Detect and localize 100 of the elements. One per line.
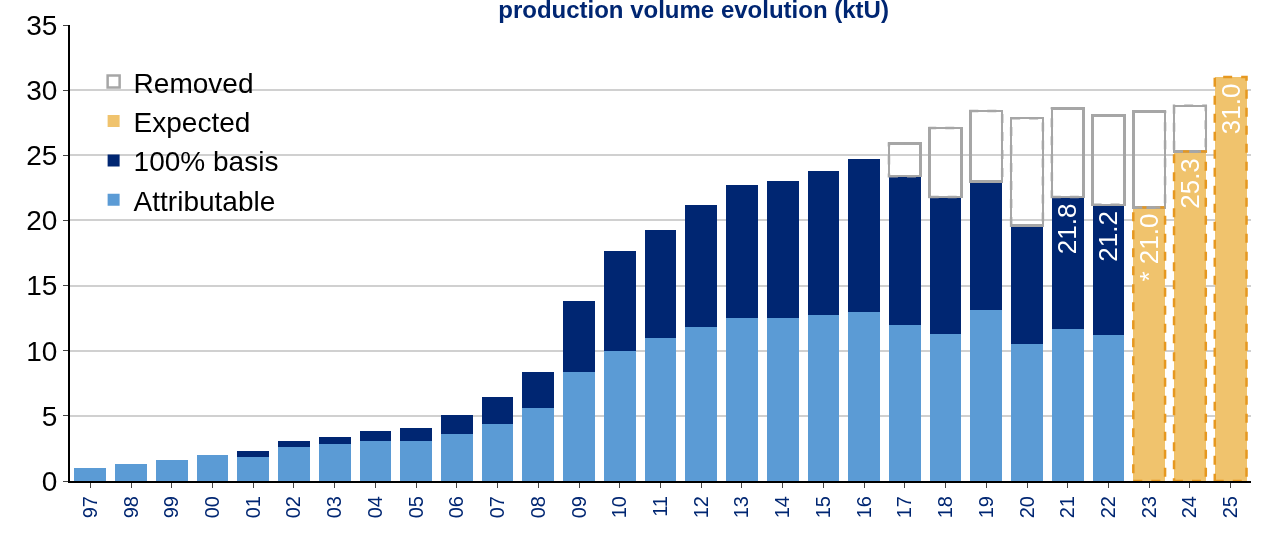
x-tick-label: 08 (526, 496, 549, 519)
annotation: 25.3 (1175, 158, 1206, 209)
bar (522, 372, 555, 409)
annotation: 21.2 (1093, 211, 1124, 262)
bar (481, 424, 514, 481)
bar (1132, 110, 1167, 209)
x-tick-label: 14 (771, 496, 794, 519)
bar (1050, 107, 1085, 199)
bar (888, 325, 921, 481)
bar (400, 427, 433, 442)
bar (603, 251, 636, 351)
bar (685, 204, 718, 328)
bar (1092, 335, 1125, 481)
bar (1011, 225, 1043, 345)
bar (74, 467, 107, 481)
bar (766, 181, 799, 319)
y-tick-label: 25 (26, 140, 58, 172)
x-tick-label: 20 (1015, 496, 1038, 519)
x-tick-label: 02 (282, 496, 305, 519)
y-tick-label: 20 (26, 205, 58, 237)
x-tick-label: 01 (241, 496, 264, 519)
bar (1011, 344, 1043, 481)
annotation: * 21.0 (1133, 213, 1164, 282)
x-tick-label: 03 (323, 496, 346, 519)
y-tick-label: 5 (41, 400, 58, 432)
bar (969, 109, 1004, 183)
chart-title: production volume evolution (ktU) (498, 0, 889, 23)
x-tick-label: 18 (934, 496, 957, 519)
y-tick-label: 15 (26, 270, 58, 302)
bar (155, 460, 188, 481)
bar (644, 338, 677, 481)
bar (522, 408, 555, 481)
bar (359, 441, 392, 481)
x-tick-label: 11 (649, 496, 671, 517)
x-tick-label: 97 (78, 496, 101, 519)
x-tick-label: 04 (363, 496, 386, 519)
x-tick-label: 22 (1096, 496, 1119, 519)
bar (237, 456, 270, 481)
bar (644, 229, 677, 339)
bar (563, 372, 595, 481)
x-tick-label: 23 (1137, 496, 1160, 519)
x-tick-label: 00 (201, 496, 224, 519)
bar (929, 196, 962, 334)
bar (441, 414, 473, 435)
bar (278, 441, 310, 448)
bar (848, 311, 880, 481)
x-tick-label: 16 (852, 496, 875, 519)
x-tick-label: 06 (445, 496, 468, 519)
x-tick-label: 05 (404, 496, 427, 519)
bar (196, 454, 229, 481)
x-tick-label: 24 (1178, 496, 1201, 519)
bar (807, 314, 840, 481)
annotation: 21.8 (1052, 203, 1083, 255)
x-tick-label: 07 (486, 496, 509, 519)
x-tick-label: 15 (811, 496, 834, 519)
bar (726, 185, 758, 319)
x-tick-label: 12 (689, 496, 712, 519)
legend-label: Expected (133, 106, 251, 138)
bar (1172, 104, 1208, 153)
legend-label: 100% basis (133, 146, 279, 178)
bar (1051, 328, 1084, 481)
x-tick-label: 09 (567, 496, 590, 519)
bar (278, 447, 310, 481)
bar (441, 434, 473, 481)
bar (726, 318, 758, 481)
x-tick-label: 21 (1056, 496, 1079, 519)
bar (481, 396, 514, 425)
legend-label: Attributable (133, 185, 276, 217)
bar (929, 333, 962, 481)
bar (685, 327, 718, 481)
bar (1051, 196, 1084, 329)
y-tick-label: 0 (41, 465, 58, 497)
y-tick-label: 30 (26, 74, 58, 106)
x-tick-label: 13 (730, 496, 753, 519)
bar (766, 318, 799, 481)
x-tick-label: 25 (1219, 496, 1242, 519)
bar (1009, 116, 1045, 227)
bar (1091, 114, 1126, 207)
bar (603, 350, 636, 481)
bar (970, 309, 1003, 481)
bar (563, 300, 595, 373)
bar (888, 176, 921, 326)
y-tick-label: 35 (26, 9, 58, 41)
bar (928, 126, 963, 199)
bar (318, 443, 351, 481)
bar (359, 430, 392, 442)
annotation: 31.0 (1216, 83, 1247, 135)
x-tick-label: 17 (893, 496, 916, 519)
bar (807, 170, 840, 315)
bar (887, 142, 922, 178)
y-tick-label: 10 (26, 335, 58, 367)
bar (318, 437, 351, 444)
x-tick-label: 98 (119, 496, 142, 519)
legend-label: Removed (133, 67, 254, 99)
x-tick-label: 19 (974, 496, 997, 519)
bar (237, 451, 270, 457)
x-tick-label: 10 (608, 496, 631, 519)
bar (400, 441, 433, 481)
bar (970, 181, 1003, 310)
bar (848, 158, 880, 312)
